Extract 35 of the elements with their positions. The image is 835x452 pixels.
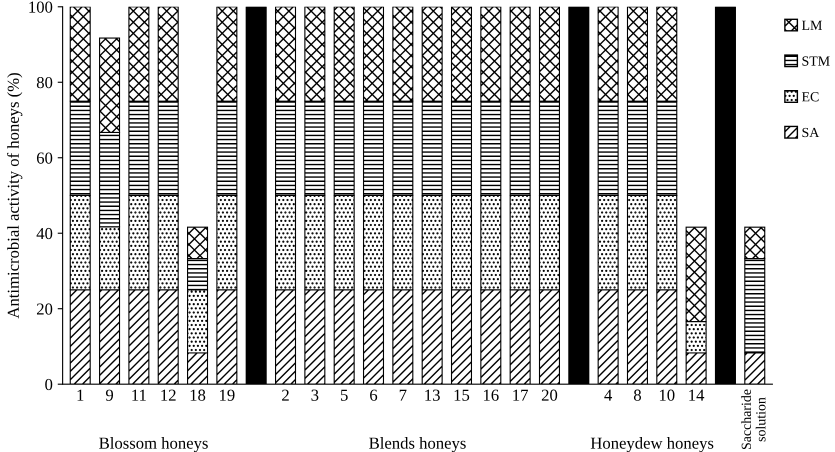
x-tick-label: 18: [190, 390, 206, 401]
x-tick-label: 9: [106, 390, 114, 401]
y-tick-label: 60: [36, 152, 52, 164]
x-tick-label: 17: [513, 390, 528, 401]
y-tick-label: 100: [29, 1, 52, 13]
x-tick-label: 12: [161, 390, 176, 401]
x-tick-label: 19: [220, 390, 235, 401]
y-tick-label: 40: [36, 228, 52, 240]
x-tick-label: 1: [78, 390, 84, 401]
legend-label: SA: [802, 128, 820, 138]
x-tick-label: 3: [311, 390, 318, 401]
y-tick-label: 0: [45, 378, 52, 390]
x-tick-label: 20: [542, 390, 558, 401]
x-tick-label: 14: [689, 390, 704, 401]
text: Honeydew honeys: [590, 437, 714, 452]
x-tick-label: Saccharide solution: [741, 390, 766, 450]
x-tick-label: 13: [425, 390, 440, 401]
text: Blossom honeys: [99, 437, 208, 452]
y-tick-label: 80: [36, 76, 52, 88]
x-tick-label: 8: [634, 390, 641, 401]
x-tick-label: 7: [400, 390, 407, 401]
x-tick-label: 6: [370, 390, 378, 401]
x-tick-label: 10: [660, 390, 674, 401]
x-tick-label: 15: [454, 390, 470, 401]
x-tick-label: 2: [282, 390, 289, 401]
x-tick-label: 16: [484, 390, 499, 401]
legend-label: STM: [802, 56, 830, 66]
y-tick-label: 20: [36, 303, 52, 315]
legend-label: EC: [802, 92, 819, 102]
text: Blends honeys: [369, 437, 466, 452]
x-tick-label: 11: [132, 390, 146, 401]
x-tick-label: 5: [340, 390, 348, 401]
y-axis-title: Antimicrobial activity of honeys (%): [7, 73, 22, 318]
legend-label: LM: [802, 20, 822, 30]
x-tick-label: 4: [604, 390, 612, 401]
